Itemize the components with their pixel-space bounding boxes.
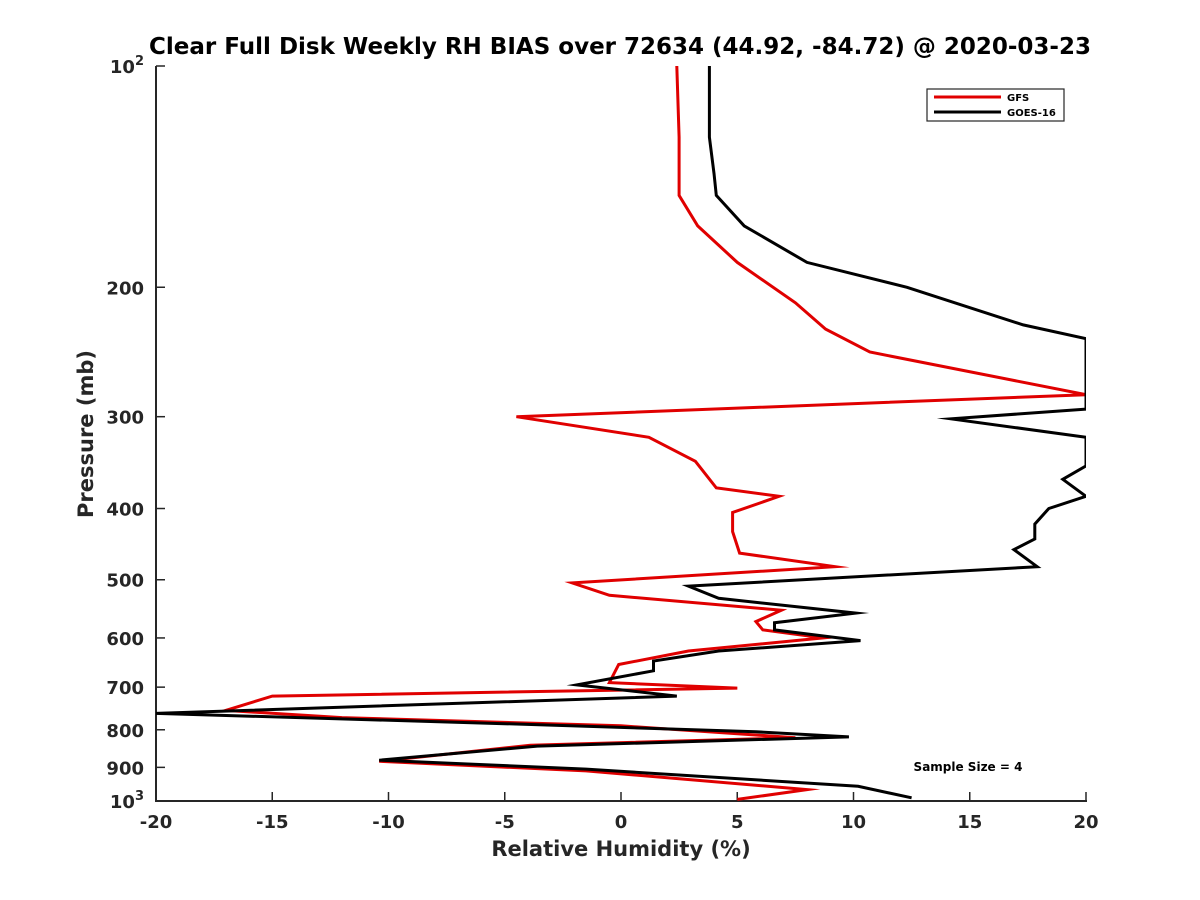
legend-label-gfs: GFS <box>1007 93 1029 104</box>
chart-title: Clear Full Disk Weekly RH BIAS over 7263… <box>149 34 1091 60</box>
sample-size-annotation: Sample Size = 4 <box>914 760 1023 774</box>
y-tick-label-power: 103 <box>110 789 144 813</box>
y-tick-label: 600 <box>106 629 144 650</box>
x-tick-label: -15 <box>256 812 289 833</box>
y-tick-label: 400 <box>106 500 144 521</box>
legend: GFS GOES-16 <box>926 88 1065 122</box>
y-tick-label: 300 <box>106 408 144 429</box>
x-tick-label: 10 <box>841 812 866 833</box>
y-tick-label-power: 102 <box>110 54 144 78</box>
y-tick-exponent: 3 <box>135 789 144 804</box>
x-tick-label: -5 <box>495 812 515 833</box>
x-tick-label: 5 <box>731 812 744 833</box>
series-layer <box>156 66 1086 801</box>
y-tick-exponent: 2 <box>135 54 144 69</box>
legend-box <box>926 88 1065 122</box>
x-tick-label: 20 <box>1073 812 1098 833</box>
x-ticks: -20 -15 -10 -5 0 5 10 15 20 <box>140 792 1099 833</box>
y-axis-label: Pressure (mb) <box>74 350 98 518</box>
series-line-goes-16 <box>156 66 1086 800</box>
legend-label-goes-16: GOES-16 <box>1007 108 1056 119</box>
y-tick-label: 700 <box>106 678 144 699</box>
y-tick-base: 10 <box>110 792 135 813</box>
x-tick-label: 0 <box>615 812 628 833</box>
y-tick-label: 200 <box>106 278 144 299</box>
x-axis-label: Relative Humidity (%) <box>491 837 750 861</box>
x-tick-label: 15 <box>957 812 982 833</box>
y-tick-label: 500 <box>106 571 144 592</box>
y-tick-label: 800 <box>106 721 144 742</box>
series-line-gfs <box>217 66 1086 801</box>
x-tick-label: -20 <box>140 812 173 833</box>
x-tick-label: -10 <box>372 812 405 833</box>
y-tick-label: 900 <box>106 758 144 779</box>
y-tick-base: 10 <box>110 57 135 78</box>
